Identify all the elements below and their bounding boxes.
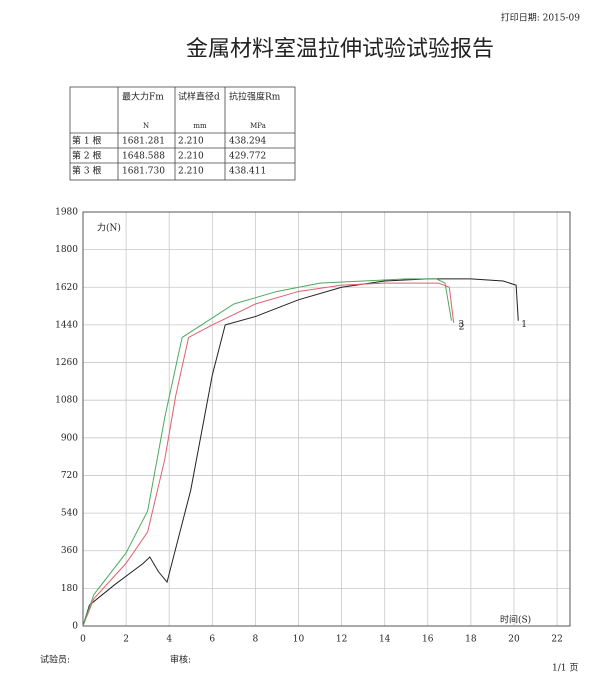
y-tick-label: 1440 bbox=[55, 320, 78, 330]
column-header: 抗拉强度Rm bbox=[229, 91, 281, 103]
x-tick-label: 2 bbox=[123, 635, 129, 645]
x-axis-title: 时间(S) bbox=[500, 614, 531, 626]
results-table bbox=[69, 86, 296, 181]
curve-label: 1 bbox=[521, 320, 527, 330]
curve-label: 2 bbox=[459, 322, 465, 332]
y-tick-label: 0 bbox=[72, 622, 78, 632]
table-cell: 1681.730 bbox=[122, 167, 165, 177]
table-cell: 2.210 bbox=[178, 152, 204, 162]
y-tick-label: 900 bbox=[61, 433, 78, 443]
table-border bbox=[69, 86, 296, 181]
table-cell: 2.210 bbox=[178, 137, 204, 147]
force-curve bbox=[82, 278, 519, 627]
x-tick-label: 16 bbox=[422, 635, 434, 645]
print-date: 打印日期: 2015-09 bbox=[501, 12, 581, 24]
column-unit: N bbox=[143, 122, 149, 130]
reviewer-label: 审核: bbox=[170, 654, 191, 666]
x-tick-label: 22 bbox=[551, 635, 562, 645]
x-tick-label: 8 bbox=[253, 635, 259, 645]
x-tick-label: 0 bbox=[80, 635, 86, 645]
column-unit: mm bbox=[193, 122, 207, 130]
table-cell: 1681.281 bbox=[122, 137, 165, 147]
column-header: 最大力Fm bbox=[122, 91, 164, 103]
report-title: 金属材料室温拉伸试验试验报告 bbox=[186, 37, 494, 62]
table-cell: 429.772 bbox=[229, 152, 266, 162]
x-tick-label: 4 bbox=[166, 635, 172, 645]
tester-label: 试验员: bbox=[40, 654, 70, 666]
table-cell: 2.210 bbox=[178, 167, 204, 177]
x-tick-label: 6 bbox=[209, 635, 215, 645]
y-tick-label: 1260 bbox=[55, 358, 78, 368]
page-number: 1/1 页 bbox=[552, 663, 578, 674]
x-tick-label: 12 bbox=[336, 635, 347, 645]
y-tick-label: 1980 bbox=[55, 208, 78, 218]
y-tick-label: 540 bbox=[61, 509, 78, 519]
curve-label: 3 bbox=[458, 320, 464, 330]
y-tick-label: 1080 bbox=[55, 396, 78, 406]
y-tick-label: 720 bbox=[61, 471, 78, 481]
x-tick-label: 10 bbox=[293, 635, 305, 645]
table-cell: 第 1 根 bbox=[72, 135, 101, 147]
column-header: 试样直径d bbox=[178, 91, 220, 103]
y-tick-label: 1620 bbox=[55, 283, 78, 293]
table-cell: 1648.588 bbox=[122, 152, 165, 162]
table-cell: 第 2 根 bbox=[72, 150, 101, 162]
y-tick-label: 180 bbox=[61, 584, 78, 594]
force-curve bbox=[82, 278, 452, 627]
y-tick-label: 360 bbox=[61, 546, 78, 556]
table-cell: 438.294 bbox=[229, 137, 266, 147]
y-axis-title: 力(N) bbox=[97, 222, 121, 234]
x-tick-label: 20 bbox=[508, 635, 520, 645]
table-cell: 438.411 bbox=[229, 167, 266, 177]
x-tick-label: 18 bbox=[465, 635, 477, 645]
y-tick-label: 1800 bbox=[55, 245, 78, 255]
column-unit: MPa bbox=[250, 122, 266, 130]
table-cell: 第 3 根 bbox=[72, 165, 101, 177]
x-tick-label: 14 bbox=[379, 635, 391, 645]
plot-frame bbox=[82, 211, 571, 627]
force-curve bbox=[82, 282, 455, 627]
